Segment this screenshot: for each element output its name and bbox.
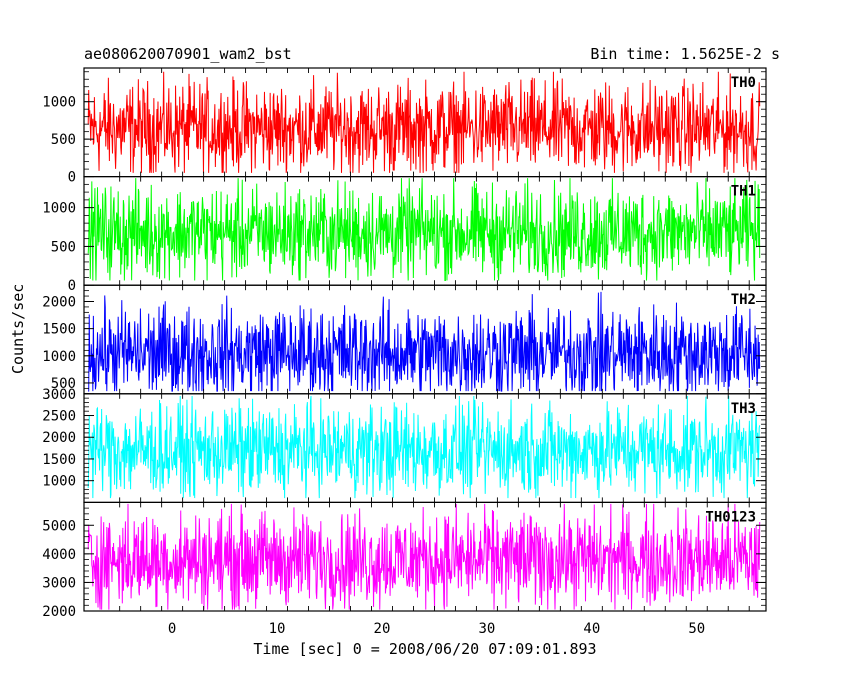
- y-tick-label: 3000: [42, 575, 76, 591]
- y-tick-label: 1500: [42, 452, 76, 468]
- x-tick-label: 40: [583, 621, 600, 637]
- x-tick-label: 30: [478, 621, 495, 637]
- y-tick-label: 2000: [42, 604, 76, 620]
- y-tick-label: 1000: [42, 201, 76, 217]
- y-tick-label: 1000: [42, 474, 76, 490]
- y-tick-label: 4000: [42, 547, 76, 563]
- series-line-th1: [87, 178, 761, 282]
- y-tick-label: 3000: [42, 387, 76, 403]
- y-tick-label: 500: [51, 239, 76, 255]
- y-tick-label: 2000: [42, 430, 76, 446]
- panel-label-th2: TH2: [731, 292, 756, 308]
- x-tick-label: 50: [688, 621, 705, 637]
- series-line-th0: [87, 71, 761, 173]
- panel-label-th3: TH3: [731, 401, 756, 417]
- panel-label-th0123: TH0123: [705, 509, 756, 525]
- chart-title: ae080620070901_wam2_bst: [84, 45, 292, 63]
- series-line-th0123: [87, 503, 761, 610]
- x-tick-label: 20: [374, 621, 391, 637]
- series-line-th2: [88, 291, 761, 392]
- y-tick-label: 1000: [42, 349, 76, 365]
- panel-label-th1: TH1: [731, 184, 756, 200]
- x-axis-label: Time [sec] 0 = 2008/06/20 07:09:01.893: [253, 640, 597, 658]
- y-tick-label: 2500: [42, 409, 76, 425]
- panel-label-th0: TH0: [731, 75, 756, 91]
- y-tick-label: 2000: [42, 294, 76, 310]
- x-tick-label: 0: [168, 621, 176, 637]
- y-tick-label: 0: [68, 278, 76, 294]
- y-tick-label: 1000: [42, 95, 76, 111]
- y-tick-label: 500: [51, 132, 76, 148]
- bin-time-label: Bin time: 1.5625E-2 s: [590, 45, 780, 63]
- y-axis-label: Counts/sec: [9, 283, 27, 374]
- y-tick-label: 5000: [42, 518, 76, 534]
- panel-frame-th0123: [83, 501, 767, 612]
- y-tick-label: 500: [51, 376, 76, 392]
- y-tick-label: 1500: [42, 322, 76, 338]
- series-line-th3: [87, 395, 761, 499]
- y-tick-label: 0: [68, 170, 76, 186]
- x-tick-label: 10: [269, 621, 286, 637]
